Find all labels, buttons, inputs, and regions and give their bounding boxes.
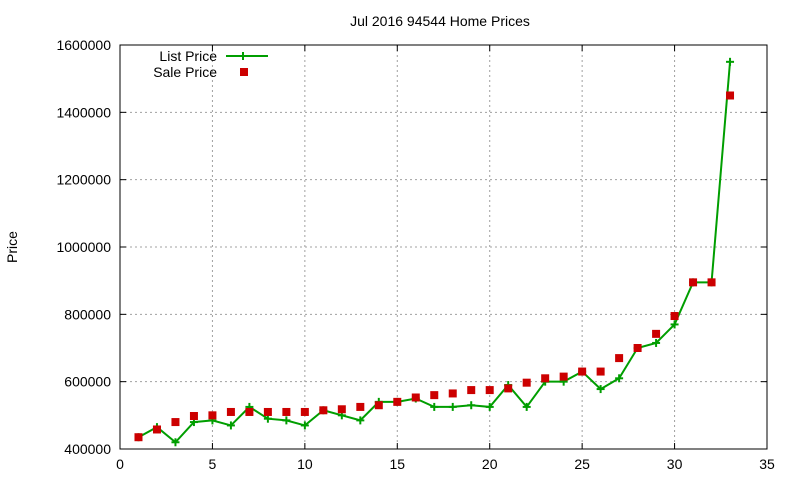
sale-price-point <box>208 411 217 420</box>
sale-price-point <box>596 367 605 376</box>
list-price-point <box>430 402 439 411</box>
sale-price-point <box>559 372 568 381</box>
sale-price-point <box>226 407 235 416</box>
chart-title: Jul 2016 94544 Home Prices <box>350 13 530 29</box>
list-price-point <box>448 402 457 411</box>
legend-label-sale-price: Sale Price <box>153 64 217 80</box>
series <box>134 57 735 447</box>
sale-price-point <box>633 344 642 352</box>
x-tick-label: 35 <box>759 456 775 472</box>
list-price-point <box>467 401 476 410</box>
x-tick-label: 5 <box>209 456 217 472</box>
sale-price-point <box>263 407 272 416</box>
list-price-line <box>138 61 732 444</box>
legend-label-list-price: List Price <box>159 48 217 64</box>
list-price-point <box>615 374 624 383</box>
sale-price-point <box>485 386 494 395</box>
sale-price-point <box>171 418 180 427</box>
sale-price-point <box>134 433 143 442</box>
y-tick-label: 800000 <box>64 306 111 322</box>
sale-price-point <box>430 391 439 400</box>
sale-price-point <box>467 386 476 395</box>
sale-price-point <box>411 393 420 402</box>
sale-price-point <box>300 407 309 416</box>
list-price-point <box>263 414 272 423</box>
grid <box>120 45 767 449</box>
list-price-point <box>300 421 309 430</box>
sale-price-point <box>541 374 550 383</box>
sale-price-point <box>245 407 254 416</box>
list-price-point <box>171 438 180 447</box>
list-price-point <box>356 416 365 425</box>
sale-price-point <box>504 384 513 393</box>
sale-price-point <box>615 354 624 363</box>
sale-price-point <box>356 402 365 411</box>
list-price-point <box>226 421 235 430</box>
sale-price-point <box>393 397 402 406</box>
plot-frame <box>119 44 768 450</box>
sale-price-point <box>374 401 383 410</box>
y-tick-label: 1600000 <box>56 37 111 53</box>
list-price-point <box>726 57 735 66</box>
sale-price-point <box>652 329 661 338</box>
sale-price-point <box>319 406 328 415</box>
sale-price-point <box>726 91 735 100</box>
x-tick-label: 25 <box>574 456 590 472</box>
legend-swatch-sale-price <box>240 68 248 76</box>
list-price-point <box>522 402 531 411</box>
sale-price-point <box>522 378 531 387</box>
list-price-point <box>670 320 679 329</box>
sale-price-point <box>189 412 198 421</box>
sale-price-point <box>578 367 587 376</box>
x-tick-label: 10 <box>297 456 313 472</box>
sale-price-point <box>670 312 679 321</box>
sale-price-point <box>707 278 716 287</box>
x-tick-label: 15 <box>389 456 405 472</box>
axis-ticks: 0 5 10 15 20 25 30 35 400000 600000 800000 1000000 1… <box>56 37 775 472</box>
legend: List Price Sale Price <box>153 48 268 80</box>
list-price-point <box>652 338 661 347</box>
sale-price-point <box>689 278 698 287</box>
x-tick-label: 0 <box>116 456 124 472</box>
x-tick-label: 20 <box>482 456 498 472</box>
y-axis-label: Price <box>4 231 20 263</box>
sale-price-point <box>448 389 457 398</box>
y-tick-label: 600000 <box>64 374 111 390</box>
y-tick-label: 1200000 <box>56 172 111 188</box>
y-tick-label: 1000000 <box>56 239 111 255</box>
list-price-point <box>485 402 494 411</box>
y-tick-label: 1400000 <box>56 104 111 120</box>
sale-price-point <box>337 405 346 414</box>
list-price-point <box>596 385 605 394</box>
x-tick-label: 30 <box>667 456 683 472</box>
y-tick-label: 400000 <box>64 441 111 457</box>
list-price-point <box>282 416 291 425</box>
sale-price-point <box>152 425 161 434</box>
sale-price-point <box>282 407 291 416</box>
legend-marks <box>226 52 268 76</box>
